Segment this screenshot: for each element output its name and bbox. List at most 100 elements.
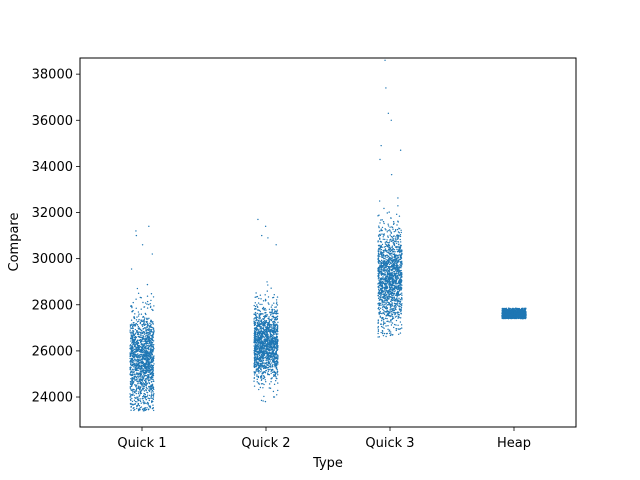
- data-point: [132, 340, 135, 343]
- data-point: [144, 393, 147, 396]
- data-point: [400, 289, 402, 291]
- data-point: [393, 283, 395, 285]
- data-point: [385, 284, 387, 287]
- data-point: [393, 312, 396, 314]
- data-point: [382, 321, 385, 323]
- data-point: [152, 333, 154, 335]
- data-point: [389, 334, 392, 337]
- data-point: [394, 256, 396, 258]
- data-point: [143, 393, 145, 395]
- data-point: [389, 290, 392, 292]
- data-point: [132, 382, 134, 385]
- data-point: [377, 286, 380, 288]
- data-point: [265, 338, 267, 340]
- data-point: [384, 266, 386, 269]
- data-point: [257, 331, 260, 334]
- data-point: [383, 283, 386, 285]
- data-point: [143, 327, 146, 329]
- data-point: [150, 358, 153, 361]
- data-point: [141, 372, 143, 374]
- data-point: [401, 299, 403, 301]
- data-point: [265, 315, 268, 318]
- data-point: [383, 301, 385, 303]
- data-point: [152, 323, 154, 325]
- data-point: [139, 380, 141, 383]
- data-point: [130, 337, 132, 339]
- data-point: [260, 367, 262, 369]
- data-point: [147, 361, 150, 364]
- data-point: [276, 310, 278, 313]
- data-point: [381, 219, 383, 221]
- data-point: [133, 371, 135, 373]
- data-point: [276, 296, 279, 298]
- data-point: [147, 335, 149, 337]
- data-point: [270, 340, 272, 343]
- data-point: [383, 310, 385, 312]
- data-point: [146, 283, 149, 286]
- data-point: [257, 323, 260, 325]
- data-point: [380, 277, 383, 279]
- data-point: [391, 303, 393, 305]
- data-point: [149, 407, 151, 409]
- data-point: [271, 308, 274, 311]
- data-point: [150, 385, 153, 388]
- data-point: [266, 290, 268, 292]
- data-point: [254, 361, 256, 364]
- data-point: [265, 362, 267, 364]
- data-point: [265, 351, 267, 354]
- data-point: [269, 324, 272, 326]
- data-point: [377, 297, 380, 300]
- data-point: [396, 236, 399, 238]
- data-point: [141, 325, 144, 327]
- data-point: [132, 404, 134, 406]
- data-point: [152, 345, 154, 348]
- data-point: [396, 224, 398, 226]
- data-point: [396, 270, 399, 272]
- data-point: [135, 362, 138, 364]
- data-point: [263, 308, 265, 311]
- data-point: [143, 382, 146, 385]
- data-point: [137, 356, 140, 358]
- data-point: [380, 278, 382, 280]
- data-point: [388, 281, 390, 283]
- data-point: [268, 383, 271, 385]
- data-point: [393, 263, 396, 266]
- data-point: [138, 385, 140, 387]
- data-point: [134, 345, 136, 348]
- data-point: [391, 313, 393, 315]
- data-point: [140, 334, 142, 337]
- data-point: [264, 323, 266, 325]
- data-point: [147, 403, 149, 406]
- data-point: [275, 367, 278, 370]
- data-point: [377, 249, 380, 251]
- data-point: [138, 365, 141, 368]
- data-point: [276, 326, 278, 329]
- data-point: [399, 298, 402, 301]
- data-point: [253, 330, 256, 332]
- data-point: [131, 331, 133, 333]
- data-point: [269, 348, 271, 350]
- data-point: [267, 359, 269, 361]
- data-point: [386, 291, 388, 293]
- data-point: [384, 274, 387, 276]
- data-point: [395, 324, 397, 326]
- data-point: [131, 391, 134, 393]
- data-point: [265, 366, 267, 368]
- data-point: [399, 238, 401, 241]
- data-point: [271, 359, 274, 362]
- data-point: [144, 351, 146, 353]
- data-point: [264, 379, 266, 381]
- data-point: [144, 349, 146, 352]
- data-point: [379, 222, 381, 224]
- data-point: [253, 365, 256, 367]
- data-point: [148, 385, 150, 388]
- data-point: [146, 344, 149, 347]
- data-point: [135, 307, 137, 310]
- data-point: [389, 268, 391, 270]
- data-point: [273, 352, 275, 355]
- data-point: [140, 320, 142, 322]
- data-point: [382, 254, 385, 256]
- data-point: [254, 327, 257, 330]
- data-point: [144, 384, 147, 386]
- data-point: [393, 270, 396, 273]
